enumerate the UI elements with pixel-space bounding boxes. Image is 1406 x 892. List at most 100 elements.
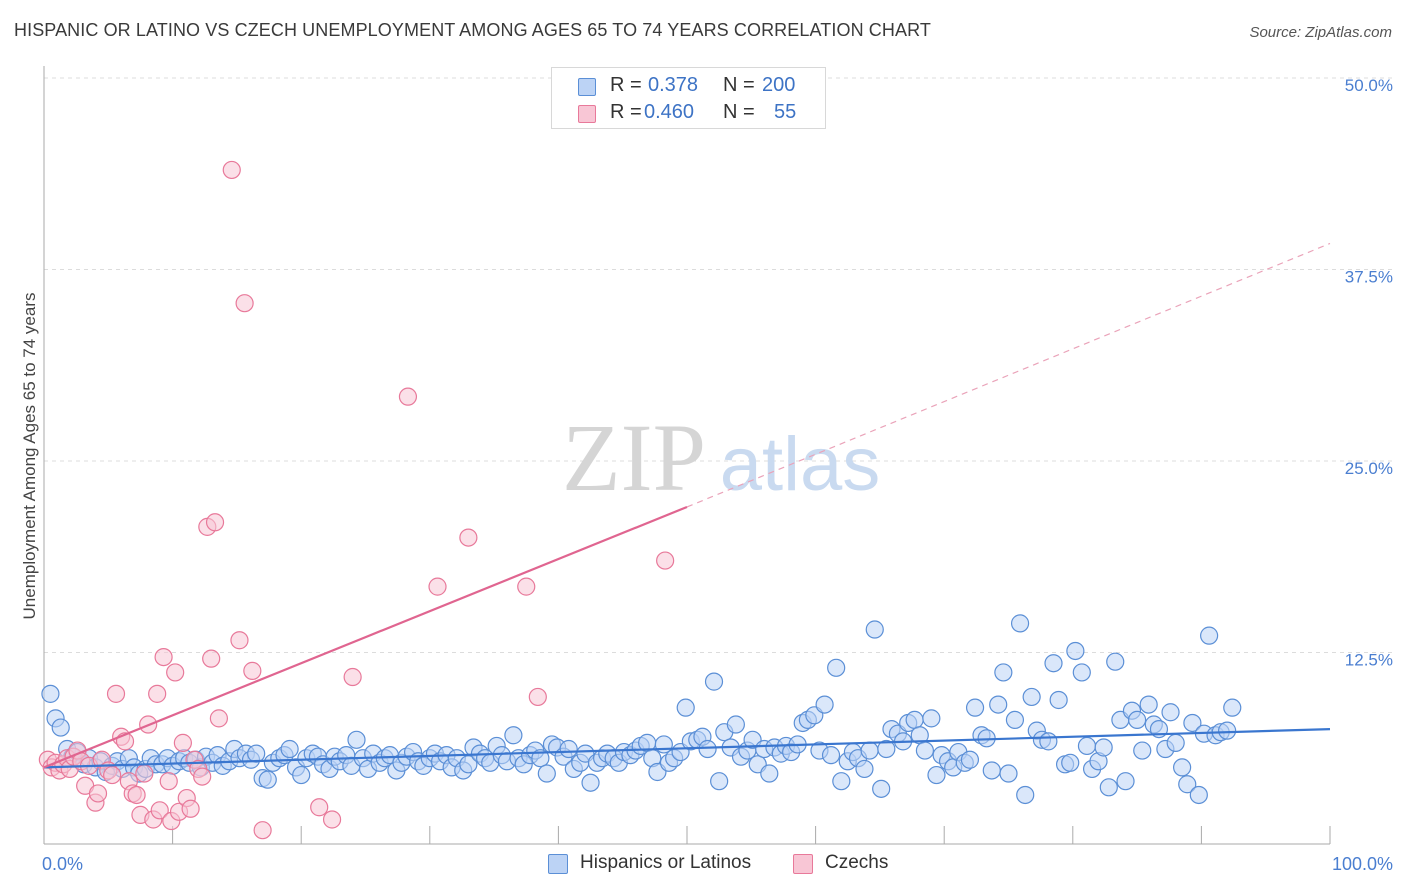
bottom-legend-swatch-czech <box>793 854 813 874</box>
czech-point <box>103 765 122 785</box>
czech-point <box>222 160 241 180</box>
hispanic-point <box>1106 652 1125 671</box>
x-tick-label-min: 0.0% <box>42 854 83 874</box>
hispanic-point <box>1049 690 1068 710</box>
hispanic-point <box>676 698 695 717</box>
czech-point <box>209 709 228 728</box>
hispanic-point <box>698 739 717 759</box>
hispanic-point <box>51 718 70 737</box>
y-tick-label: 12.5% <box>1345 651 1393 670</box>
hispanic-point <box>760 764 779 783</box>
hispanic-point <box>1166 733 1185 752</box>
czech-point <box>398 387 418 406</box>
czech-point <box>235 294 254 313</box>
hispanic-point <box>827 658 846 677</box>
czech-point <box>150 801 169 820</box>
tick-labels: 12.5% 25.0% 37.5% 50.0% 0.0% 100.0% <box>42 76 1393 874</box>
hispanic-point <box>865 620 884 639</box>
hispanic-point <box>922 709 941 728</box>
hispanic-point <box>1133 741 1152 760</box>
hispanic-point <box>292 765 311 785</box>
hispanic-point <box>537 764 556 783</box>
czech-point <box>656 551 675 570</box>
czech-point <box>459 528 478 547</box>
hispanic-point <box>258 770 277 789</box>
y-tick-label: 25.0% <box>1345 459 1393 478</box>
hispanic-point <box>704 672 724 691</box>
czech-point <box>310 798 329 817</box>
czech-point <box>148 684 167 703</box>
hispanic-point <box>999 764 1018 783</box>
hispanic-point <box>247 744 266 763</box>
legend-n-value: 200 <box>762 74 796 96</box>
source-label: Source: ZipAtlas.com <box>1249 24 1392 41</box>
bottom-legend-label-hispanic: Hispanics or Latinos <box>580 852 752 873</box>
hispanic-point <box>559 739 578 759</box>
hispanic-point <box>994 663 1013 682</box>
hispanic-point <box>832 772 851 791</box>
hispanic-point <box>1061 753 1080 772</box>
hispanic-point <box>1016 785 1035 805</box>
hispanic-trend-line <box>43 728 1331 769</box>
czech-point <box>322 810 342 829</box>
hispanic-point <box>1218 721 1237 740</box>
czech-point <box>243 661 262 680</box>
hispanic-point <box>1189 785 1208 805</box>
czech-point <box>343 667 362 687</box>
legend-n-value: 55 <box>774 101 797 123</box>
hispanic-point <box>41 684 60 703</box>
hispanic-point <box>347 730 366 749</box>
hispanic-point <box>581 773 600 792</box>
hispanic-point <box>960 750 980 769</box>
hispanic-point <box>905 710 924 730</box>
czech-point <box>193 767 212 786</box>
legend-swatch-czech <box>578 105 596 123</box>
watermark-atlas: atlas <box>720 422 881 507</box>
hispanic-point <box>280 739 299 759</box>
czech-point <box>428 577 447 596</box>
czech-trend-extension <box>686 242 1331 508</box>
trend-lines <box>43 242 1331 769</box>
hispanic-point <box>1039 732 1058 751</box>
czech-point <box>202 649 221 668</box>
czech-point <box>517 577 536 596</box>
hispanic-point <box>982 761 1001 780</box>
hispanic-point <box>504 726 523 745</box>
watermark-zip: ZIP <box>562 404 706 511</box>
axes <box>43 66 1331 845</box>
hispanic-point <box>877 739 896 759</box>
hispanic-point <box>872 779 891 798</box>
hispanic-point <box>531 749 550 768</box>
hispanic-point <box>1022 687 1041 707</box>
czech-point <box>253 821 272 840</box>
hispanic-point <box>1099 778 1118 797</box>
watermark: ZIP atlas <box>562 404 880 511</box>
czech-point <box>88 784 108 803</box>
hispanic-point <box>726 715 745 734</box>
hispanic-point <box>1077 736 1097 756</box>
hispanic-point <box>965 698 985 717</box>
legend-swatch-hispanic <box>578 78 596 96</box>
hispanic-point <box>1005 710 1025 730</box>
czech-point <box>166 663 185 682</box>
hispanic-point <box>1072 663 1091 682</box>
correlation-legend: R = 0.378 N = 200 R = 0.460 N = 55 <box>551 67 826 129</box>
hispanic-point <box>1094 738 1113 757</box>
hispanic-point <box>1116 772 1135 791</box>
czech-point <box>230 631 249 650</box>
legend-r-label: R = <box>610 101 642 123</box>
y-tick-label: 37.5% <box>1345 268 1393 287</box>
czech-point <box>173 733 192 752</box>
czech-point <box>159 772 178 791</box>
czech-point <box>106 684 126 703</box>
bottom-legend-swatch-hispanic <box>548 854 568 874</box>
hispanic-point <box>1010 614 1030 633</box>
czech-point <box>205 513 225 532</box>
hispanic-point <box>855 759 874 779</box>
hispanic-point <box>710 772 729 791</box>
hispanic-point <box>1178 775 1197 794</box>
hispanic-point <box>1173 758 1192 777</box>
hispanic-point <box>915 741 935 760</box>
y-tick-label: 50.0% <box>1345 76 1393 95</box>
grid-lines <box>44 77 1392 653</box>
